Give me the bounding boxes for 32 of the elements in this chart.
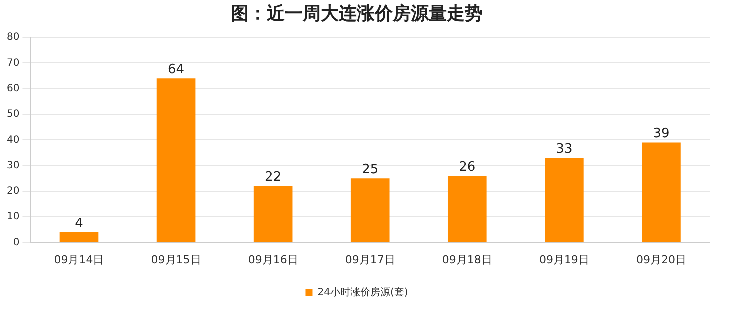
bar xyxy=(545,158,584,242)
data-label: 22 xyxy=(265,170,282,186)
bar xyxy=(350,178,390,242)
bar xyxy=(642,142,681,242)
y-tick-label: 10 xyxy=(6,212,20,223)
y-tick-label: 50 xyxy=(6,109,20,120)
bar xyxy=(156,78,196,242)
data-label: 26 xyxy=(459,160,476,175)
chart-title: 图：近一周大连涨价房源量走势 xyxy=(231,3,483,24)
bar xyxy=(448,176,487,242)
x-tick-label: 09月15日 xyxy=(151,253,202,266)
x-tick-label: 09月18日 xyxy=(442,253,492,266)
x-tick-label: 09月17日 xyxy=(345,253,396,266)
bar xyxy=(254,186,293,242)
x-tick-label: 09月14日 xyxy=(54,253,104,266)
y-tick-label: 60 xyxy=(6,83,20,94)
data-label: 4 xyxy=(75,216,84,232)
x-tick-label: 09月20日 xyxy=(636,253,686,266)
data-label: 33 xyxy=(556,142,573,158)
x-tick-label: 09月16日 xyxy=(248,253,298,266)
bar xyxy=(60,232,99,242)
y-tick-label: 20 xyxy=(6,186,20,198)
x-tick-label: 09月19日 xyxy=(539,253,590,266)
y-tick-label: 80 xyxy=(6,32,20,44)
legend-label: 24小时涨价房源(套) xyxy=(318,286,408,299)
y-tick-label: 30 xyxy=(6,160,20,172)
data-label: 39 xyxy=(653,126,670,142)
data-label: 64 xyxy=(168,62,185,78)
y-tick-label: 70 xyxy=(6,58,20,69)
y-tick-label: 0 xyxy=(13,237,20,248)
data-label: 25 xyxy=(362,162,379,178)
y-tick-label: 40 xyxy=(6,134,20,146)
